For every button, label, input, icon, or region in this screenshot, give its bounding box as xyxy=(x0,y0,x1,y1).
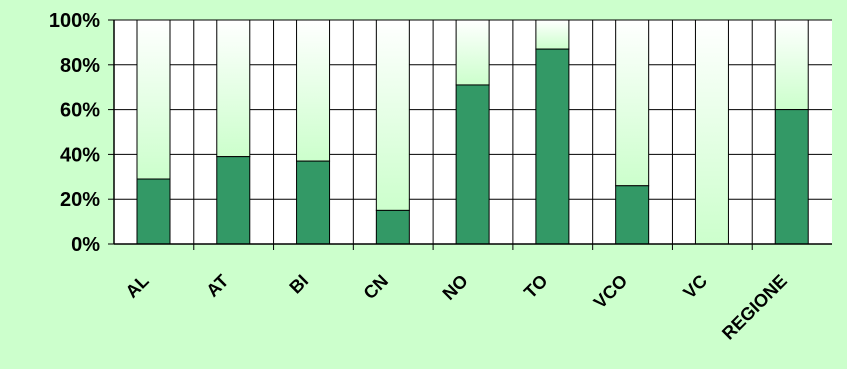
category-label-at: AT xyxy=(202,271,232,301)
category-label-al: AL xyxy=(122,271,153,302)
category-label-no: NO xyxy=(439,271,472,304)
category-label-regione: REGIONE xyxy=(718,271,791,344)
y-tick-labels: 0% 20% 40% 60% 80% 100% xyxy=(49,10,100,256)
category-label-vc: VC xyxy=(679,271,711,303)
category-label-vco: VCO xyxy=(590,271,632,313)
bar-segment-value-cn xyxy=(375,209,410,245)
bar-segment-remainder-bi xyxy=(296,19,331,162)
category-label-cn: CN xyxy=(360,271,393,304)
bar-segment-value-vco xyxy=(615,185,650,245)
bar-segment-value-regione xyxy=(774,109,809,245)
bar-segment-value-al xyxy=(136,178,171,245)
bar-segment-remainder-vc xyxy=(694,19,729,245)
bar-segment-remainder-cn xyxy=(375,19,410,211)
bar-segment-value-at xyxy=(216,156,251,245)
bar-segment-remainder-regione xyxy=(774,19,809,111)
category-label-to: TO xyxy=(520,271,552,303)
axes xyxy=(108,19,832,245)
y-tick-label: 60% xyxy=(60,100,100,122)
bar-segment-remainder-at xyxy=(216,19,251,158)
category-label-bi: BI xyxy=(285,271,312,298)
bar-segment-value-to xyxy=(535,48,570,245)
bar-segment-remainder-vco xyxy=(615,19,650,187)
y-tick-label: 100% xyxy=(49,10,100,32)
x-tick-labels: AL AT BI CN NO TO VCO VC REGIONE xyxy=(122,271,791,344)
bar-segment-value-bi xyxy=(296,160,331,245)
bars xyxy=(136,19,809,245)
bar-segment-remainder-no xyxy=(455,19,490,86)
y-tick-label: 20% xyxy=(60,189,100,211)
y-tick-label: 80% xyxy=(60,55,100,77)
y-tick-label: 40% xyxy=(60,144,100,166)
bar-segment-value-no xyxy=(455,84,490,245)
bar-segment-remainder-al xyxy=(136,19,171,180)
y-tick-label: 0% xyxy=(71,234,100,256)
bar-segment-remainder-to xyxy=(535,19,570,50)
